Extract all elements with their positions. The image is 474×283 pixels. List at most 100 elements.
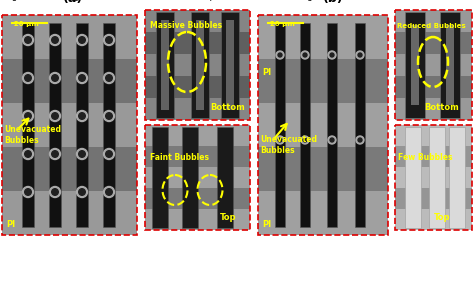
Circle shape	[103, 35, 115, 46]
Circle shape	[25, 75, 31, 81]
Circle shape	[103, 110, 115, 121]
Bar	[395, 125, 472, 146]
Bar	[300, 23, 310, 227]
Bar	[2, 15, 137, 235]
Text: PI: PI	[262, 68, 271, 77]
Circle shape	[76, 35, 88, 46]
Bar	[145, 188, 250, 209]
Bar	[145, 125, 250, 230]
Circle shape	[25, 151, 31, 157]
Circle shape	[52, 37, 58, 43]
Circle shape	[330, 138, 334, 142]
Bar	[395, 98, 472, 120]
Bar	[411, 25, 419, 105]
Bar	[395, 54, 472, 76]
Bar	[258, 59, 388, 103]
Circle shape	[276, 136, 284, 144]
Circle shape	[49, 186, 61, 198]
Circle shape	[79, 75, 85, 81]
Circle shape	[49, 110, 61, 121]
Bar	[405, 127, 421, 228]
Circle shape	[328, 51, 336, 59]
Text: Few Bubbles: Few Bubbles	[398, 153, 453, 162]
Bar	[191, 12, 209, 118]
Bar	[2, 59, 137, 103]
Circle shape	[278, 53, 282, 57]
Bar	[258, 15, 388, 235]
Bar	[196, 20, 204, 110]
Circle shape	[76, 149, 88, 160]
Bar	[395, 32, 472, 54]
Bar	[395, 125, 472, 230]
Bar	[395, 76, 472, 98]
Circle shape	[356, 136, 364, 144]
Text: (b): (b)	[323, 0, 343, 5]
Bar	[156, 12, 174, 118]
Bar	[76, 23, 88, 227]
Circle shape	[103, 149, 115, 160]
Bar	[161, 20, 169, 110]
Bar	[395, 167, 472, 188]
Circle shape	[106, 189, 112, 195]
Bar	[258, 15, 388, 59]
Circle shape	[22, 186, 34, 198]
Circle shape	[358, 138, 362, 142]
Circle shape	[79, 37, 85, 43]
Bar	[395, 10, 472, 120]
Bar	[145, 10, 250, 32]
Bar	[2, 15, 137, 235]
Text: Top: Top	[434, 213, 450, 222]
Bar	[258, 103, 388, 147]
Circle shape	[25, 37, 31, 43]
Circle shape	[52, 113, 58, 119]
Text: 20 μm: 20 μm	[14, 21, 39, 27]
Bar	[145, 98, 250, 120]
Circle shape	[301, 51, 309, 59]
Bar	[395, 10, 472, 32]
Circle shape	[330, 53, 334, 57]
Bar	[258, 191, 388, 235]
Circle shape	[103, 186, 115, 198]
Circle shape	[25, 113, 31, 119]
Bar	[221, 12, 239, 118]
Bar	[258, 147, 388, 191]
Bar	[145, 76, 250, 98]
Circle shape	[79, 189, 85, 195]
Bar	[395, 10, 472, 120]
Circle shape	[301, 136, 309, 144]
Circle shape	[358, 53, 362, 57]
Bar	[2, 191, 137, 235]
Text: PI: PI	[6, 220, 15, 229]
Text: 20 μm: 20 μm	[270, 21, 295, 27]
Bar	[152, 127, 168, 228]
Bar	[405, 12, 425, 118]
Text: Bottom: Bottom	[424, 103, 459, 112]
Bar	[327, 23, 337, 227]
Circle shape	[49, 72, 61, 83]
Circle shape	[328, 136, 336, 144]
Text: Bottom: Bottom	[210, 103, 245, 112]
Bar	[449, 127, 465, 228]
Bar	[217, 127, 233, 228]
Circle shape	[52, 189, 58, 195]
Circle shape	[106, 75, 112, 81]
Circle shape	[76, 110, 88, 121]
Text: Unevacuated
Bubbles: Unevacuated Bubbles	[4, 125, 61, 145]
Circle shape	[106, 113, 112, 119]
Circle shape	[49, 149, 61, 160]
Bar	[395, 125, 472, 230]
Bar	[429, 127, 445, 228]
Circle shape	[52, 151, 58, 157]
Text: Faint Bubbles: Faint Bubbles	[150, 153, 209, 162]
Circle shape	[52, 75, 58, 81]
Bar	[103, 23, 115, 227]
Text: Top: Top	[220, 213, 237, 222]
Circle shape	[356, 51, 364, 59]
Bar	[226, 20, 234, 110]
Bar	[145, 54, 250, 76]
Bar	[182, 127, 198, 228]
Text: Massive Bubbles: Massive Bubbles	[150, 21, 222, 30]
Bar	[145, 125, 250, 146]
Circle shape	[22, 149, 34, 160]
Bar	[440, 12, 460, 118]
